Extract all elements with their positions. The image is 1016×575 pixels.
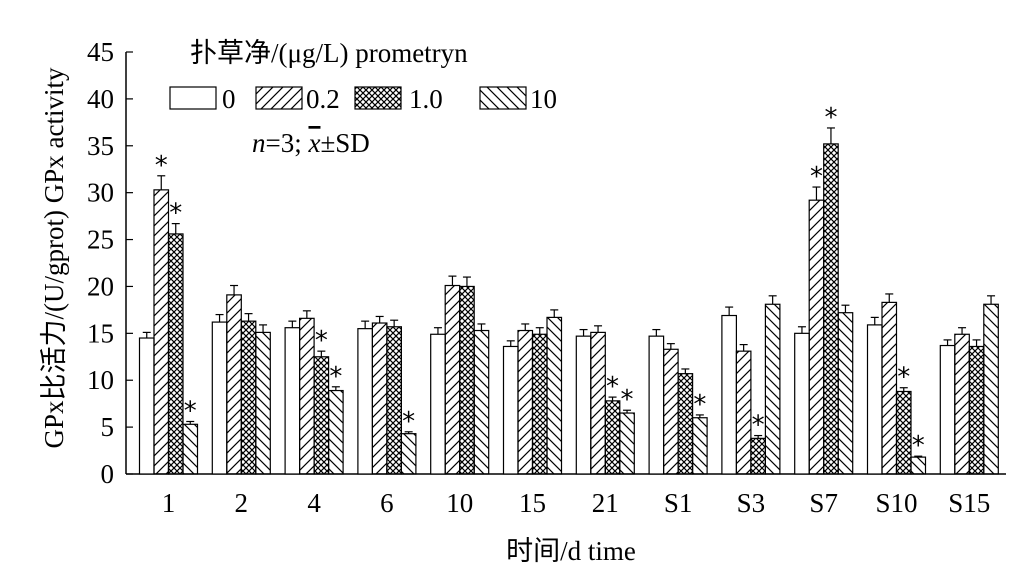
bar bbox=[939, 344, 956, 475]
bar bbox=[167, 233, 184, 475]
x-tick-label: 15 bbox=[519, 488, 546, 518]
bar bbox=[691, 417, 708, 475]
bar bbox=[473, 329, 490, 475]
significance-star: * bbox=[810, 162, 823, 192]
significance-star: * bbox=[897, 363, 910, 393]
significance-star: * bbox=[402, 407, 415, 437]
bar bbox=[153, 189, 170, 475]
legend-label: 0.2 bbox=[306, 84, 340, 114]
legend-stat-note: n=3; x±SD bbox=[252, 128, 370, 158]
bar bbox=[648, 335, 665, 475]
y-tick-label: 0 bbox=[101, 459, 115, 489]
significance-star: * bbox=[912, 431, 925, 461]
bar bbox=[328, 389, 344, 475]
x-tick-label: 6 bbox=[380, 488, 394, 518]
bar bbox=[531, 333, 548, 475]
significance-star: * bbox=[621, 385, 634, 415]
x-tick-label: 4 bbox=[307, 488, 321, 518]
bar bbox=[750, 437, 767, 475]
x-axis-title: 时间/d time bbox=[506, 536, 636, 566]
bar bbox=[517, 329, 534, 475]
legend-swatch bbox=[169, 86, 217, 110]
y-tick-label: 15 bbox=[87, 318, 114, 348]
y-tick-label: 10 bbox=[87, 365, 114, 395]
bar bbox=[895, 390, 912, 475]
bar bbox=[430, 333, 446, 475]
significance-star: * bbox=[693, 390, 706, 420]
x-tick-label: S3 bbox=[737, 488, 766, 518]
significance-star: * bbox=[824, 103, 837, 133]
legend: 扑草净/(μg/L) prometryn 0 0.2 1.0 10 n=3; x±SD bbox=[169, 38, 557, 158]
bar bbox=[313, 356, 330, 475]
bar bbox=[808, 199, 825, 475]
bar bbox=[794, 332, 810, 475]
bar bbox=[138, 337, 155, 475]
bar bbox=[590, 331, 606, 475]
bar bbox=[764, 303, 781, 475]
bar bbox=[619, 412, 635, 475]
significance-star: * bbox=[155, 151, 168, 181]
x-tick-label: 2 bbox=[235, 488, 249, 518]
bar bbox=[226, 294, 242, 475]
y-axis-title: GPx比活力/(U/gprot) GPx activity bbox=[39, 67, 69, 448]
x-tick-label: S15 bbox=[948, 488, 990, 518]
bar bbox=[968, 345, 985, 475]
y-tick-label: 40 bbox=[87, 84, 114, 114]
y-tick-label: 25 bbox=[87, 225, 114, 255]
bar bbox=[575, 335, 592, 475]
x-tick-label: 21 bbox=[592, 488, 619, 518]
bar bbox=[735, 350, 752, 475]
significance-star: * bbox=[752, 411, 765, 441]
bar bbox=[881, 301, 898, 475]
bar bbox=[983, 303, 999, 475]
bar bbox=[299, 317, 315, 475]
significance-star: * bbox=[606, 372, 619, 402]
bar bbox=[371, 322, 388, 475]
y-tick-label: 5 bbox=[101, 412, 115, 442]
legend-label: 1.0 bbox=[409, 84, 443, 114]
x-tick-label: 1 bbox=[162, 488, 176, 518]
legend-label: 0 bbox=[222, 84, 236, 114]
significance-star: * bbox=[169, 199, 182, 229]
significance-star: * bbox=[315, 326, 328, 356]
bar bbox=[211, 321, 228, 475]
legend-swatch bbox=[255, 86, 303, 110]
significance-star: * bbox=[329, 362, 342, 392]
legend-title: 扑草净/(μg/L) prometryn bbox=[190, 38, 468, 68]
y-tick-label: 20 bbox=[87, 271, 114, 301]
bar bbox=[604, 400, 621, 475]
bar bbox=[444, 284, 461, 475]
bar bbox=[400, 433, 417, 475]
legend-label: 10 bbox=[530, 84, 557, 114]
significance-star: * bbox=[184, 396, 197, 426]
y-tick-label: 45 bbox=[87, 37, 114, 67]
bar bbox=[866, 324, 883, 475]
bar bbox=[546, 316, 563, 475]
bar bbox=[837, 312, 854, 475]
y-tick-label: 35 bbox=[87, 131, 114, 161]
bar bbox=[240, 320, 257, 475]
bar bbox=[677, 373, 694, 475]
bar bbox=[823, 143, 839, 475]
x-tick-label: S7 bbox=[809, 488, 838, 518]
bar bbox=[459, 285, 475, 475]
bar bbox=[357, 328, 373, 475]
bar bbox=[284, 327, 301, 475]
x-tick-label: S10 bbox=[875, 488, 917, 518]
bar bbox=[502, 345, 519, 475]
bar bbox=[386, 326, 402, 475]
y-tick-label: 30 bbox=[87, 178, 114, 208]
bar bbox=[182, 423, 199, 475]
x-tick-label: 10 bbox=[446, 488, 473, 518]
legend-swatch bbox=[354, 86, 402, 110]
x-tick-label: S1 bbox=[664, 488, 693, 518]
legend-swatch bbox=[479, 86, 527, 110]
bar bbox=[721, 314, 738, 475]
bar bbox=[255, 331, 271, 475]
bar bbox=[662, 348, 679, 475]
bar bbox=[954, 333, 970, 475]
